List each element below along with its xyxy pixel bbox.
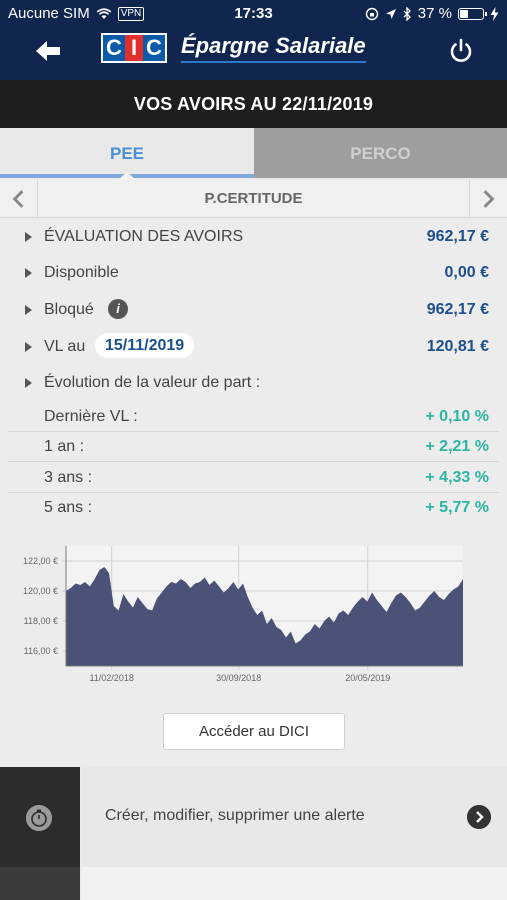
fund-name: P.CERTITUDE: [204, 190, 303, 207]
perf-row-3y: 3 ans : + 4,33 %: [8, 463, 499, 493]
power-icon[interactable]: [447, 37, 475, 65]
value-chart: 116,00 € 118,00 € 120,00 € 122,00 € 11/02/20…: [23, 546, 463, 683]
expand-triangle-icon: [25, 378, 32, 388]
logo-letter-c: C: [103, 35, 125, 61]
vpn-badge: VPN: [117, 6, 145, 21]
plan-tabs: PEE PERCO: [0, 128, 507, 178]
logo-letter-c2: C: [143, 35, 165, 61]
cic-logo: C I C Épargne Salariale: [101, 33, 366, 63]
charging-icon: [490, 6, 499, 21]
y-tick-label: 116,00 €: [24, 646, 58, 656]
bluetooth-icon: [403, 6, 411, 21]
vl-label: VL au: [44, 338, 86, 355]
perf-row-last-vl: Dernière VL : + 0,10 %: [8, 402, 499, 432]
status-bar: Aucune SIM VPN 17:33 37 %: [0, 0, 507, 28]
expand-triangle-icon: [25, 232, 32, 242]
perf-value: + 0,10 %: [425, 408, 489, 425]
chevron-left-icon[interactable]: [0, 180, 38, 218]
holdings-title: VOS AVOIRS AU 22/11/2019: [133, 93, 374, 114]
disponible-value: 0,00 €: [444, 264, 489, 281]
x-tick-label: 11/02/2018: [89, 673, 133, 683]
battery-level: [460, 9, 468, 18]
perf-value: + 5,77 %: [425, 499, 489, 516]
logo-letter-i: I: [125, 35, 143, 61]
stopwatch-icon: [26, 805, 52, 831]
next-row-side: [0, 867, 80, 900]
fund-selector: P.CERTITUDE: [0, 180, 507, 218]
y-tick-label: 120,00 €: [23, 586, 58, 596]
disponible-row[interactable]: Disponible 0,00 €: [0, 259, 507, 289]
dici-button[interactable]: Accéder au DICI: [163, 713, 345, 750]
evaluation-label: ÉVALUATION DES AVOIRS: [44, 228, 244, 245]
vl-date-pill[interactable]: 15/11/2019: [95, 333, 195, 358]
x-tick-label: 30/09/2018: [216, 673, 261, 683]
holdings-banner: VOS AVOIRS AU 22/11/2019: [0, 80, 507, 128]
wifi-icon: [96, 7, 112, 19]
carrier-label: Aucune SIM: [8, 5, 90, 22]
evolution-label: Évolution de la valeur de part :: [44, 374, 261, 391]
chevron-right-icon[interactable]: [469, 180, 507, 218]
lock-rotation-icon: [365, 7, 378, 20]
expand-triangle-icon: [25, 305, 32, 315]
expand-triangle-icon: [25, 342, 32, 352]
evolution-row: Évolution de la valeur de part :: [0, 369, 507, 399]
perf-label: Dernière VL :: [44, 408, 138, 425]
app-header: Aucune SIM VPN 17:33 37 %: [0, 0, 507, 80]
app-brand-title: Épargne Salariale: [181, 33, 366, 63]
clock: 17:33: [234, 5, 273, 22]
location-icon: [385, 8, 396, 19]
vl-row[interactable]: VL au 15/11/2019 120,81 €: [0, 333, 507, 363]
perf-value: + 2,21 %: [425, 438, 489, 455]
back-arrow-icon[interactable]: [34, 38, 64, 64]
perf-label: 1 an :: [44, 438, 85, 455]
bloque-value: 962,17 €: [426, 301, 489, 318]
tab-perco[interactable]: PERCO: [254, 128, 507, 178]
battery-icon: [458, 7, 487, 20]
perf-value: + 4,33 %: [425, 469, 489, 486]
evaluation-row[interactable]: ÉVALUATION DES AVOIRS 962,17 €: [0, 223, 507, 253]
perf-label: 3 ans :: [44, 469, 93, 486]
vl-value: 120,81 €: [426, 338, 489, 355]
x-tick-label: 20/05/2019: [345, 673, 390, 683]
perf-row-5y: 5 ans : + 5,77 %: [8, 493, 499, 523]
alert-label: Créer, modifier, supprimer une alerte: [105, 807, 365, 824]
info-icon[interactable]: i: [108, 299, 128, 319]
chart-area-series: [66, 567, 463, 666]
expand-triangle-icon: [25, 268, 32, 278]
battery-percent: 37 %: [417, 5, 452, 22]
y-tick-label: 118,00 €: [24, 616, 58, 626]
disponible-label: Disponible: [44, 264, 119, 281]
next-row: [82, 867, 507, 900]
cic-logo-mark: C I C: [101, 33, 167, 63]
alert-row[interactable]: Créer, modifier, supprimer une alerte: [82, 767, 507, 867]
perf-label: 5 ans :: [44, 499, 93, 516]
y-tick-label: 122,00 €: [23, 556, 58, 566]
active-tab-indicator: [118, 172, 136, 180]
alert-side-panel: [0, 767, 80, 867]
tab-pee[interactable]: PEE: [0, 128, 254, 178]
evaluation-value: 962,17 €: [426, 228, 489, 245]
bloque-row[interactable]: Bloqué i 962,17 €: [0, 296, 507, 326]
chevron-right-circle-icon[interactable]: [467, 805, 491, 829]
bloque-label: Bloqué: [44, 301, 94, 318]
perf-row-1y: 1 an : + 2,21 %: [8, 432, 499, 462]
